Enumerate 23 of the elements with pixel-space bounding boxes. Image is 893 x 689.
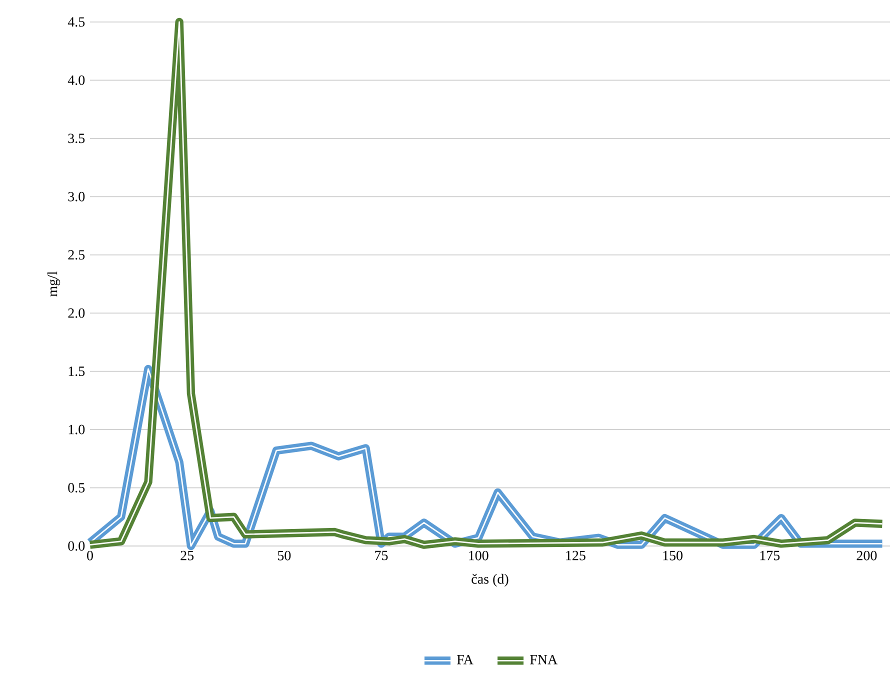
x-tick-label: 150 (663, 550, 682, 560)
x-tick-label: 100 (469, 550, 488, 560)
x-axis-title: čas (d) (472, 574, 508, 587)
x-tick-label: 175 (760, 550, 780, 560)
y-tick-label: 2.5 (68, 250, 85, 260)
y-tick-label: 0.0 (68, 541, 85, 551)
x-tick-label: 25 (180, 550, 194, 560)
x-tick-label: 50 (278, 550, 291, 560)
y-tick-label: 4.5 (68, 17, 85, 27)
y-tick-label: 1.0 (68, 424, 85, 434)
y-axis-title: mg/l (47, 271, 60, 297)
x-tick-label: 125 (566, 550, 586, 560)
y-tick-label: 0.5 (68, 483, 85, 493)
x-tick-label: 200 (856, 550, 877, 560)
y-tick-label: 1.5 (68, 366, 85, 376)
legend-label: FA (456, 654, 474, 664)
y-tick-label: 4.0 (68, 75, 85, 85)
x-tick-label: 75 (375, 550, 388, 560)
y-tick-label: 2.0 (68, 308, 85, 318)
y-tick-label: 3.0 (68, 192, 85, 202)
x-tick-label: 0 (87, 550, 93, 560)
legend-label: FNA (530, 654, 558, 664)
y-tick-label: 3.5 (68, 134, 85, 144)
